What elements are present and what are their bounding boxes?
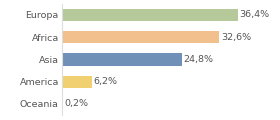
Bar [62,31,219,43]
Text: 6,2%: 6,2% [94,77,118,86]
Text: 32,6%: 32,6% [221,33,251,42]
Text: 24,8%: 24,8% [183,55,213,64]
Bar [62,53,181,66]
Text: 36,4%: 36,4% [240,10,270,19]
Text: 0,2%: 0,2% [64,99,88,108]
Bar [62,76,92,88]
Bar [62,9,238,21]
